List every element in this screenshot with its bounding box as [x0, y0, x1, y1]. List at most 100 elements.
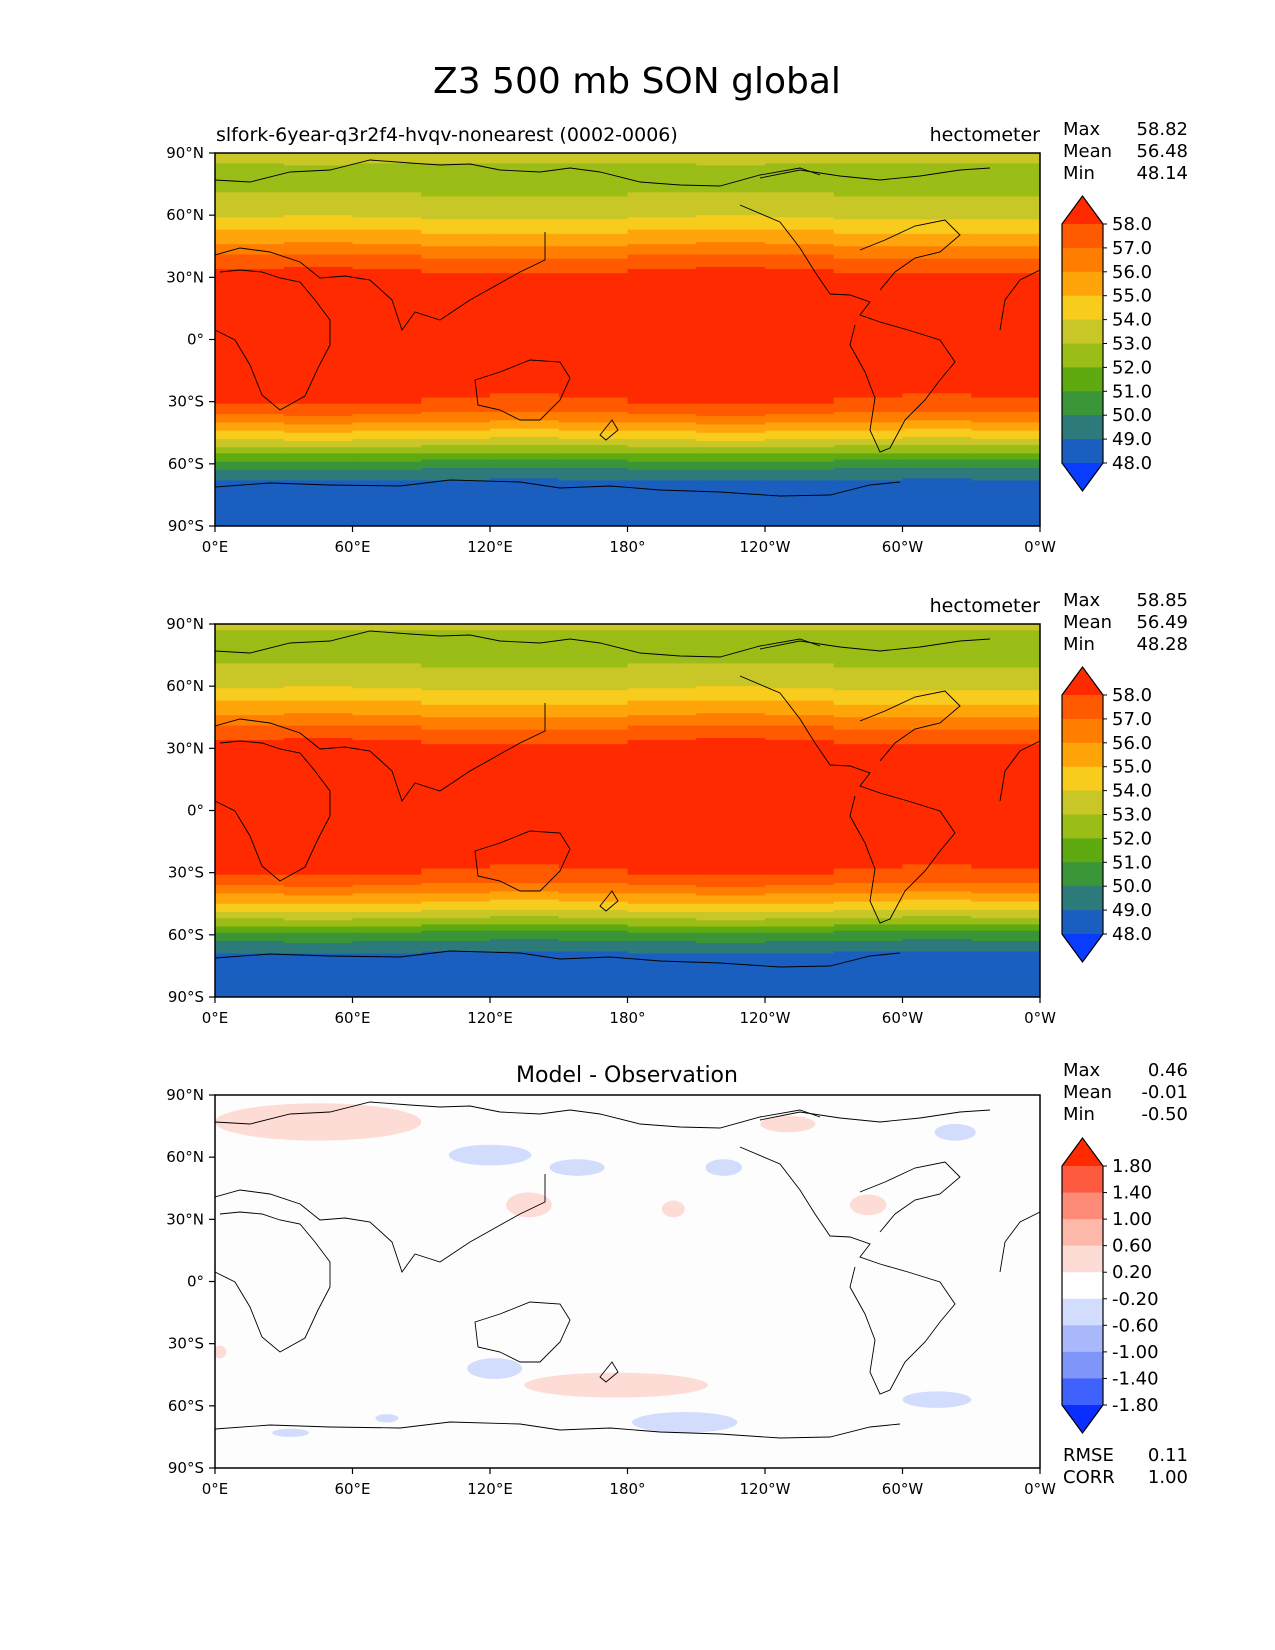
contour-cell [490, 190, 560, 193]
contour-cell [765, 177, 835, 181]
contour-cell [490, 165, 560, 169]
contour-cell [833, 395, 904, 399]
contour-cell [490, 843, 560, 847]
contour-cell [283, 854, 354, 857]
contour-cell [490, 630, 560, 633]
contour-cell [352, 492, 422, 496]
contour-cell [765, 916, 835, 919]
contour-cell [421, 206, 491, 210]
contour-cell [627, 329, 697, 332]
contour-cell [215, 866, 285, 870]
contour-cell [215, 260, 285, 264]
contour-cell [971, 744, 1040, 747]
contour-cell [352, 182, 422, 185]
contour-cell [902, 934, 972, 938]
contour-cell [627, 851, 697, 855]
contour-cell [627, 159, 697, 162]
contour-cell [696, 750, 766, 754]
contour-cell [421, 661, 491, 664]
contour-cell [283, 474, 354, 477]
contour-cell [627, 378, 697, 382]
contour-cell [490, 260, 560, 264]
contour-cell [696, 949, 766, 953]
contour-cell [696, 934, 766, 938]
contour-cell [627, 449, 697, 452]
contour-cell [215, 727, 285, 731]
contour-cell [558, 331, 629, 334]
contour-cell [352, 474, 422, 477]
contour-cell [696, 405, 766, 409]
contour-cell [421, 515, 491, 519]
contour-cell [627, 248, 697, 251]
contour-cell [765, 936, 835, 940]
contour-cell [352, 667, 422, 671]
contour-cell [558, 157, 629, 160]
contour-cell [421, 725, 491, 729]
contour-cell [627, 420, 697, 423]
contour-cell [558, 298, 629, 301]
contour-cell [215, 517, 285, 521]
contour-cell [971, 885, 1040, 888]
contour-cell [902, 331, 972, 334]
contour-cell [558, 870, 629, 874]
contour-cell [627, 758, 697, 762]
colorbar-band [1062, 1166, 1103, 1194]
contour-cell [696, 266, 766, 270]
contour-cell [696, 746, 766, 749]
contour-cell [352, 264, 422, 268]
contour-cell [696, 787, 766, 791]
contour-cell [215, 428, 285, 432]
contour-cell [283, 953, 354, 957]
contour-cell [352, 312, 422, 316]
contour-cell [627, 179, 697, 183]
contour-cell [421, 248, 491, 251]
contour-cell [696, 659, 766, 662]
contour-cell [421, 822, 491, 826]
contour-cell [833, 872, 904, 876]
contour-cell [215, 831, 285, 834]
contour-cell [765, 624, 835, 627]
contour-cell [352, 675, 422, 679]
contour-cell [627, 275, 697, 278]
contour-cell [558, 847, 629, 851]
contour-cell [352, 414, 422, 417]
lat-tick-label: 60°S [168, 1397, 204, 1415]
contour-cell [696, 646, 766, 650]
contour-cell [352, 804, 422, 807]
contour-cell [971, 457, 1040, 461]
contour-cell [696, 273, 766, 276]
contour-cell [696, 441, 766, 444]
contour-cell [971, 831, 1040, 834]
contour-cell [971, 501, 1040, 504]
contour-cell [283, 980, 354, 984]
contour-cell [765, 461, 835, 465]
contour-cell [558, 372, 629, 376]
contour-cell [421, 702, 491, 706]
contour-cell [833, 816, 904, 820]
contour-cell [352, 708, 422, 712]
contour-cell [558, 165, 629, 169]
contour-cell [558, 470, 629, 473]
contour-cell [558, 240, 629, 243]
contour-cell [971, 957, 1040, 961]
contour-cell [421, 733, 491, 737]
contour-cell [696, 231, 766, 235]
contour-cell [283, 748, 354, 752]
contour-cell [627, 169, 697, 173]
contour-cell [833, 368, 904, 372]
contour-cell [765, 982, 835, 986]
contour-cell [765, 383, 835, 386]
contour-cell [765, 215, 835, 218]
contour-cell [627, 721, 697, 725]
contour-cell [902, 972, 972, 975]
contour-cell [490, 393, 560, 397]
contour-cell [765, 949, 835, 953]
contour-cell [696, 885, 766, 888]
colorbar-band [1062, 1298, 1103, 1326]
contour-cell [215, 795, 285, 799]
contour-cell [833, 430, 904, 434]
contour-cell [971, 810, 1040, 814]
contour-cell [421, 227, 491, 231]
contour-cell [215, 302, 285, 305]
contour-cell [490, 849, 560, 853]
